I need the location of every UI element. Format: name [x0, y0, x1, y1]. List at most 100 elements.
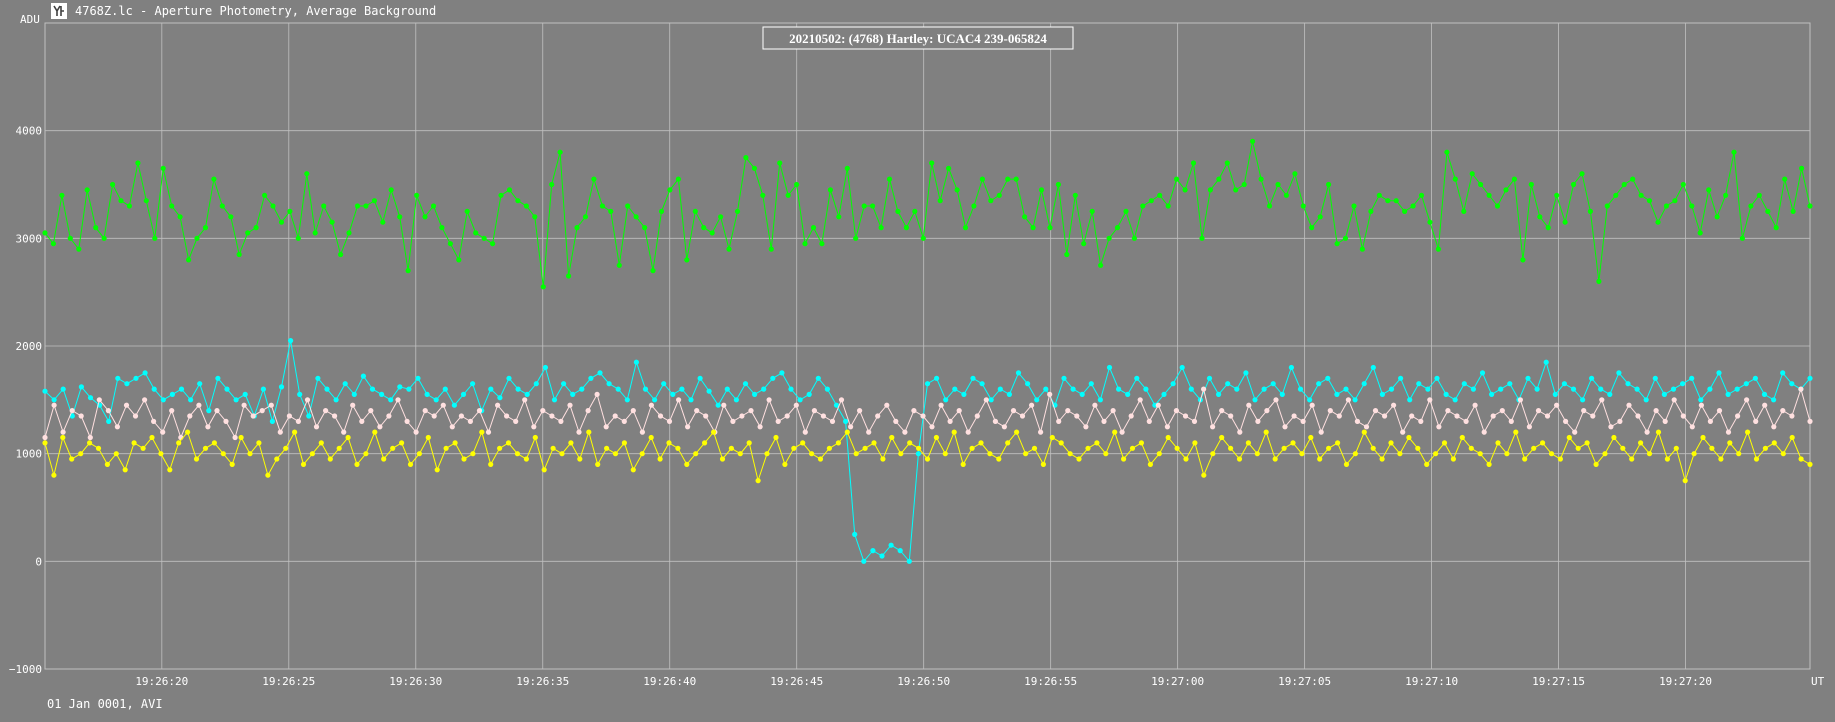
- data-point: [333, 397, 339, 403]
- data-point: [956, 408, 962, 414]
- data-point: [1670, 386, 1677, 392]
- data-point: [1461, 381, 1467, 387]
- data-point: [312, 230, 318, 236]
- data-point: [60, 434, 66, 441]
- data-point: [737, 451, 743, 457]
- data-point: [461, 456, 467, 462]
- data-point: [1038, 187, 1045, 193]
- data-point: [336, 445, 342, 451]
- data-point: [817, 456, 824, 462]
- data-point: [211, 176, 217, 182]
- data-point: [594, 391, 600, 397]
- data-point: [283, 445, 289, 451]
- data-point: [1525, 375, 1531, 381]
- data-point: [1526, 424, 1532, 430]
- data-point: [567, 402, 573, 408]
- data-point: [329, 219, 335, 225]
- data-point: [1123, 208, 1129, 214]
- data-point: [666, 440, 672, 446]
- data-point: [372, 429, 378, 435]
- data-point: [884, 402, 890, 408]
- data-point: [262, 192, 268, 198]
- data-point: [341, 429, 347, 435]
- y-tick-label: 4000: [16, 125, 43, 138]
- data-point: [1489, 391, 1495, 397]
- data-point: [318, 440, 324, 446]
- data-point: [1297, 386, 1304, 392]
- data-point: [1790, 208, 1796, 214]
- data-point: [1147, 461, 1153, 467]
- data-point: [1182, 413, 1189, 419]
- data-point: [1258, 176, 1264, 182]
- data-point: [122, 467, 128, 473]
- data-point: [533, 381, 539, 387]
- data-point: [1014, 429, 1020, 435]
- data-point: [1179, 364, 1185, 371]
- data-point: [1545, 225, 1551, 231]
- data-point: [1370, 364, 1376, 371]
- data-point: [621, 440, 628, 446]
- data-point: [971, 203, 977, 209]
- data-point: [802, 429, 808, 435]
- data-point: [924, 456, 931, 462]
- data-point: [1110, 408, 1116, 414]
- data-point: [970, 375, 976, 381]
- data-point: [667, 187, 673, 193]
- y-tick-label: 1000: [16, 448, 43, 461]
- data-point: [624, 397, 630, 403]
- data-point: [1765, 208, 1771, 214]
- data-point: [836, 214, 842, 220]
- data-point: [757, 424, 763, 430]
- data-point: [443, 445, 449, 451]
- data-point: [404, 418, 410, 424]
- data-point: [87, 434, 93, 441]
- data-point: [1494, 203, 1501, 209]
- data-point: [1157, 192, 1163, 198]
- data-point: [1207, 187, 1213, 193]
- x-tick-label: 19:26:35: [516, 675, 569, 688]
- data-point: [1468, 445, 1474, 451]
- data-point: [1723, 192, 1729, 198]
- data-point: [1317, 214, 1323, 220]
- data-point: [718, 214, 724, 220]
- data-point: [843, 418, 849, 424]
- data-point: [1125, 391, 1131, 397]
- data-point: [870, 548, 876, 554]
- data-point: [1001, 424, 1008, 430]
- data-point: [118, 198, 124, 204]
- data-point: [794, 181, 800, 188]
- data-point: [1233, 187, 1239, 193]
- x-tick-label: 19:26:50: [897, 675, 950, 688]
- data-point: [1611, 434, 1617, 441]
- data-point: [1630, 176, 1636, 182]
- data-point: [167, 467, 173, 473]
- data-point: [755, 478, 761, 484]
- data-point: [1192, 440, 1198, 446]
- data-point: [390, 445, 396, 451]
- data-point: [142, 370, 148, 376]
- data-point: [878, 225, 884, 231]
- data-point: [1707, 386, 1713, 392]
- data-point: [557, 149, 563, 155]
- data-point: [498, 192, 504, 198]
- data-point: [1345, 397, 1351, 403]
- data-point: [1716, 408, 1723, 414]
- data-point: [996, 192, 1002, 198]
- data-point: [1410, 203, 1416, 209]
- data-point: [1103, 451, 1109, 457]
- data-point: [702, 440, 708, 446]
- data-point: [415, 375, 421, 381]
- data-point: [586, 429, 592, 435]
- x-tick-label: 19:27:20: [1659, 675, 1712, 688]
- data-point: [379, 391, 385, 397]
- data-point: [1216, 391, 1222, 397]
- data-point: [1191, 418, 1198, 424]
- data-point: [1572, 429, 1578, 435]
- data-point: [633, 214, 639, 220]
- x-tick-label: 19:26:25: [262, 675, 315, 688]
- data-point: [650, 268, 656, 274]
- data-point: [224, 386, 230, 392]
- data-point: [1252, 397, 1258, 403]
- data-point: [824, 386, 831, 392]
- data-point: [761, 386, 767, 392]
